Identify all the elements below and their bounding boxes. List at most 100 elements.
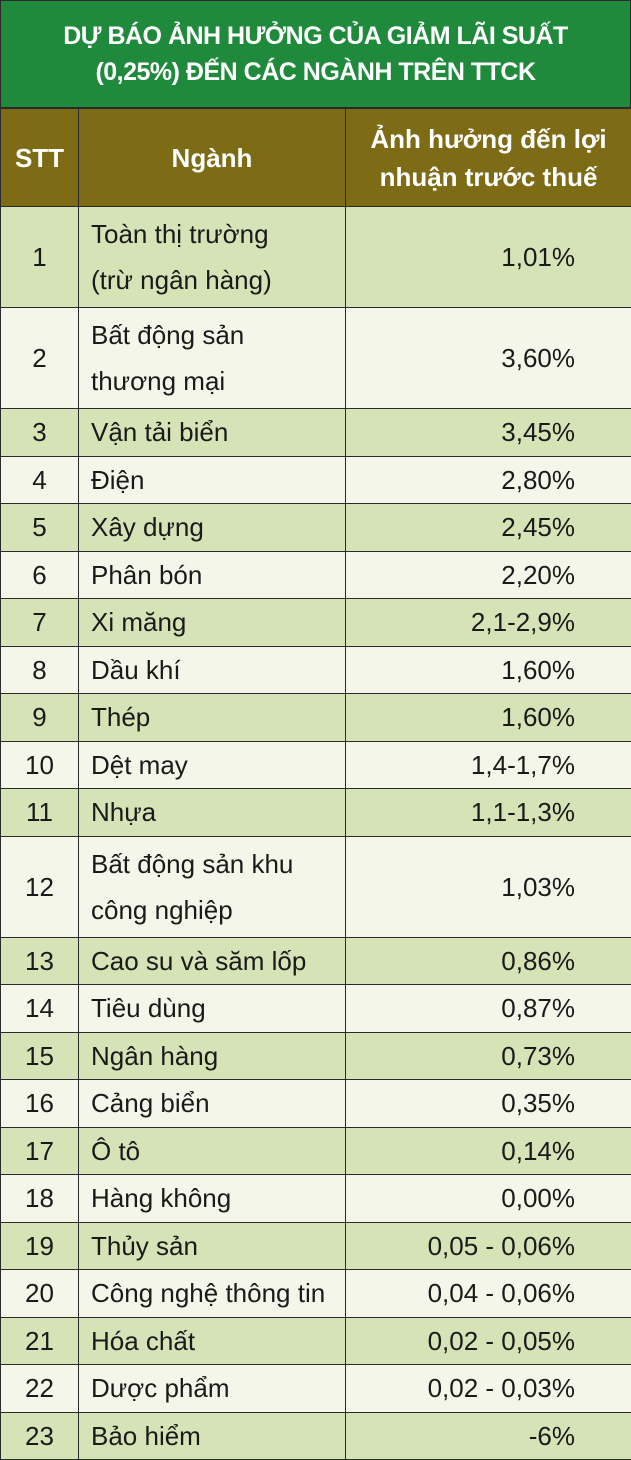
cell: 20	[1, 1270, 79, 1318]
cell: 22	[1, 1365, 79, 1413]
cell: 0,00%	[346, 1175, 631, 1223]
cell: 9	[1, 694, 79, 742]
cell: 0,04 - 0,06%	[346, 1270, 631, 1318]
cell: 12	[1, 836, 79, 937]
cell: Ngân hàng	[79, 1032, 346, 1080]
cell: Hóa chất	[79, 1317, 346, 1365]
cell: 1,03%	[346, 836, 631, 937]
cell: 0,05 - 0,06%	[346, 1222, 631, 1270]
cell: 3	[1, 409, 79, 457]
cell: Cao su và săm lốp	[79, 937, 346, 985]
cell: 1,60%	[346, 694, 631, 742]
cell: Dầu khí	[79, 646, 346, 694]
cell: 6	[1, 551, 79, 599]
cell: Phân bón	[79, 551, 346, 599]
cell: 2,1-2,9%	[346, 599, 631, 647]
cell: 19	[1, 1222, 79, 1270]
cell: Điện	[79, 456, 346, 504]
cell: Ô tô	[79, 1127, 346, 1175]
cell: 15	[1, 1032, 79, 1080]
cell: 2	[1, 308, 79, 409]
cell: 0,14%	[346, 1127, 631, 1175]
cell: Bảo hiểm	[79, 1412, 346, 1460]
cell: 1	[1, 207, 79, 308]
cell: Công nghệ thông tin	[79, 1270, 346, 1318]
cell: 17	[1, 1127, 79, 1175]
cell: Dệt may	[79, 741, 346, 789]
cell: Tiêu dùng	[79, 985, 346, 1033]
column-header: Ảnh hưởng đến lợi nhuận trước thuế	[346, 109, 631, 207]
cell: 14	[1, 985, 79, 1033]
cell: Thép	[79, 694, 346, 742]
cell: Cảng biển	[79, 1080, 346, 1128]
cell: 11	[1, 789, 79, 837]
cell: 18	[1, 1175, 79, 1223]
cell: Xây dựng	[79, 504, 346, 552]
cell: 0,35%	[346, 1080, 631, 1128]
cell: 3,60%	[346, 308, 631, 409]
cell: -6%	[346, 1412, 631, 1460]
title: DỰ BÁO ẢNH HƯỞNG CỦA GIẢM LÃI SUẤT (0,25…	[0, 0, 631, 108]
cell: Hàng không	[79, 1175, 346, 1223]
cell: 0,87%	[346, 985, 631, 1033]
column-header: STT	[1, 109, 79, 207]
cell: 0,02 - 0,03%	[346, 1365, 631, 1413]
cell: 7	[1, 599, 79, 647]
cell: 3,45%	[346, 409, 631, 457]
cell: 16	[1, 1080, 79, 1128]
cell: 8	[1, 646, 79, 694]
cell: Xi măng	[79, 599, 346, 647]
column-header: Ngành	[79, 109, 346, 207]
cell: 13	[1, 937, 79, 985]
cell: 0,02 - 0,05%	[346, 1317, 631, 1365]
cell: 5	[1, 504, 79, 552]
cell: 2,45%	[346, 504, 631, 552]
cell: 10	[1, 741, 79, 789]
cell: 4	[1, 456, 79, 504]
cell: 2,20%	[346, 551, 631, 599]
cell: Thủy sản	[79, 1222, 346, 1270]
cell: 1,60%	[346, 646, 631, 694]
cell: Bất động sản thương mại	[79, 308, 346, 409]
cell: 1,01%	[346, 207, 631, 308]
cell: 23	[1, 1412, 79, 1460]
cell: Toàn thị trường (trừ ngân hàng)	[79, 207, 346, 308]
cell: Vận tải biển	[79, 409, 346, 457]
cell: Bất động sản khu công nghiệp	[79, 836, 346, 937]
cell: 1,1-1,3%	[346, 789, 631, 837]
cell: 21	[1, 1317, 79, 1365]
cell: 2,80%	[346, 456, 631, 504]
cell: 1,4-1,7%	[346, 741, 631, 789]
cell: Dược phẩm	[79, 1365, 346, 1413]
cell: 0,86%	[346, 937, 631, 985]
cell: Nhựa	[79, 789, 346, 837]
cell: 0,73%	[346, 1032, 631, 1080]
